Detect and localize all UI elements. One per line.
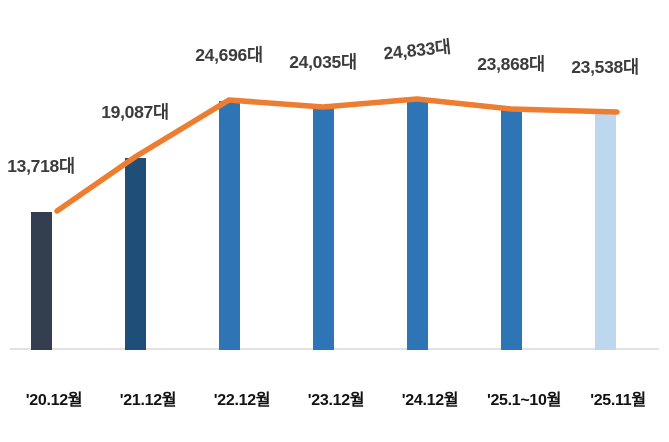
bar [218, 101, 240, 350]
x-axis-label: '22.12월 [213, 392, 271, 409]
bar-value-label: 24,696대 [195, 45, 263, 65]
bar-value-label: 24,035대 [289, 52, 357, 72]
bar [312, 108, 334, 350]
bar-value-label: 23,868대 [477, 54, 545, 74]
bar [406, 100, 428, 350]
x-axis-label: '25.11월 [590, 392, 646, 409]
x-axis-label: '25.1~10월 [486, 392, 562, 409]
bar-value-label: 24,833대 [382, 36, 452, 64]
bar-value-label: 19,087대 [101, 102, 169, 122]
bar [594, 113, 616, 350]
bar [500, 110, 522, 350]
x-axis-label: '24.12월 [401, 392, 459, 409]
bar [30, 212, 52, 350]
bar-value-label: 13,718대 [7, 156, 75, 176]
x-axis-label: '21.12월 [119, 392, 177, 409]
bar-value-label: 23,538대 [571, 57, 639, 77]
x-axis-label: '23.12월 [307, 392, 365, 409]
bar [124, 158, 146, 350]
x-axis-line [10, 348, 659, 350]
x-axis-label: '20.12월 [25, 392, 83, 409]
